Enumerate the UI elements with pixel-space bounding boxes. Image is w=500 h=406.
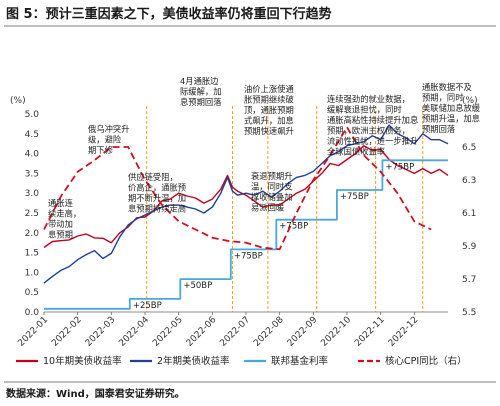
right-unit-label: (%) [462,96,478,106]
annotation-line: 带动加 [48,219,73,229]
annotation-line: 顶，通胀预期 [244,105,294,115]
y-right-tick-label: 6.5 [462,143,476,153]
series-line-0 [43,145,449,249]
annotation-line: 预期回落 [422,124,456,134]
y-left-tick-label: 5.0 [25,110,40,120]
series-line-1 [43,124,449,284]
annotation-line: 美联储加息放缓 [422,103,481,113]
left-unit-label: (%) [10,96,26,106]
annotation-line: 式飙升，加息 [244,116,294,126]
annotation-text: 通胀连续走高，带动加息预期 [48,198,81,240]
annotation-line: 缓解衰退担忧，同时 [327,105,402,115]
rate-hike-labels: +25BP +50BP +75BP +75BP +75BP +75BP [133,162,414,311]
annotation-text: 连续强劲的就业数据，缓解衰退担忧，同时通胀高粘性持续提升加息预期，欧洲主权债务，… [327,94,418,157]
annotation-line: 息预期持续走高 [128,204,186,214]
annotation-text: 俄乌冲突升级，避险期下修 [88,124,130,155]
annotation-line: 预期，同时 [422,93,464,103]
annotation-line: 全球国债收益率 [327,147,385,157]
y-left-tick-label: 4.0 [25,150,40,160]
y-left-tick-label: 3.0 [25,189,40,199]
y-right-tick-label: 5.7 [462,275,476,285]
source-note: 数据来源：Wind，国泰君安证券研究。 [6,387,185,400]
annotation-line: 级，避险 [88,135,122,145]
annotation-line: 预期升温，加息 [422,114,480,124]
annotation-line: 续走高， [48,209,81,219]
rate-hike-label: +50BP [183,281,212,291]
legend-label: 10年期美债收益率 [43,355,122,367]
annotation-line: 通胀连 [48,198,74,208]
annotation-line: 期不断升温，加 [128,193,186,203]
annotation-line: 流动性担忧，进一步推升 [327,136,418,146]
x-tick-label: 2022-03 [84,315,118,349]
y-right-tick-label: 5.9 [462,242,477,252]
legend-label: 2年期美债收益率 [157,355,230,367]
annotation-line: 连续强劲的就业数据， [327,94,410,104]
x-tick-label: 2022-11 [353,315,387,349]
annotation-text: 通胀数据不及预期，同时美联储加息放缓预期升温，加息预期回落 [422,82,481,134]
annotation-line: 易派回暖 [251,203,285,213]
annotation-line: 4月通胀边 [180,76,219,86]
y-left-tick-label: 0.5 [25,288,39,298]
x-tick-label: 2022-09 [286,315,320,349]
y-right-tick-label: 6.3 [462,176,476,186]
annotation-line: 温，同时支 [251,182,293,192]
rate-hike-label: +75BP [340,192,369,202]
event-lines [146,106,424,312]
x-tick-label: 2022-02 [50,315,84,349]
annotation-text: 供应链受阻，价高企，通胀预期不断升温，加息预期持续走高 [128,172,186,214]
rate-hike-label: +75BP [279,222,308,232]
x-tick-label: 2022-05 [151,315,185,349]
rate-hike-label: +75BP [385,162,414,172]
annotation-line: 撑收储叠加 [251,192,293,202]
x-tick-label: 2022-01 [16,315,50,349]
annotation-text: 4月通胀边际缓解，加息预期回落 [180,76,222,107]
y-left-tick-label: 0.0 [25,308,40,318]
annotation-line: 油价上涨使通 [244,84,294,94]
annotation-line: 衰退预期升 [251,171,293,181]
chart-title: 图 5：预计三重因素之下，美债收益率仍将重回下行趋势 [6,6,332,22]
series-line-3 [43,126,432,251]
series-lines [43,124,449,310]
x-tick-label: 2022-10 [319,315,353,349]
annotation-line: 胀预期继续破 [244,95,294,105]
annotation-line: 通胀数据不及 [422,82,472,92]
rate-hike-label: +25BP [133,301,162,311]
annotation-text: 油价上涨使通胀预期继续破顶，通胀预期式飙升，加息预期快速飙升 [244,84,294,136]
annotation-line: 息预期回落 [180,97,222,107]
x-tick-label: 2022-06 [185,315,219,349]
annotation-line: 俄乌冲突升 [88,124,130,134]
y-right-tick-label: 6.1 [462,209,476,219]
annotation-line: 供应链受阻， [128,172,178,182]
x-tick-label: 2022-07 [218,315,252,349]
annotation-line: 预期，欧洲主权债务， [327,126,410,136]
legend: 10年期美债收益率 2年期美债收益率 联邦基金利率 核心CPI同比（右） [16,355,467,367]
legend-label: 核心CPI同比（右） [385,355,467,367]
annotation-line: 息预期 [48,230,73,240]
annotation-line: 通胀高粘性持续提升加息 [327,115,418,125]
annotation-line: 预期快速飙升 [244,126,294,136]
y-left-tick-label: 1.5 [25,249,39,259]
annotation-line: 际缓解，加 [180,87,222,97]
y-left-tick-label: 2.0 [25,229,40,239]
y-left-tick-label: 3.5 [25,169,39,179]
annotation-line: 期下修 [88,145,114,155]
y-right-tick-label: 5.5 [462,308,476,318]
y-left-tick-label: 4.5 [25,130,39,140]
x-tick-label: 2022-04 [117,315,151,349]
annotation-text: 衰退预期升温，同时支撑收储叠加易派回暖 [251,171,293,213]
annotation-line: 价高企，通胀预 [128,183,186,193]
legend-label: 联邦基金利率 [271,355,329,367]
series-line-2 [44,159,448,310]
y-left-tick-label: 2.5 [25,209,39,219]
rate-hike-label: +75BP [234,251,263,261]
x-tick-label: 2022-08 [252,315,286,349]
y-left-tick-label: 1.0 [25,268,40,278]
annotations: 通胀连续走高，带动加息预期 俄乌冲突升级，避险期下修供应链受阻，价高企，通胀预期不… [48,76,481,240]
x-tick-label: 2022-12 [387,315,421,349]
